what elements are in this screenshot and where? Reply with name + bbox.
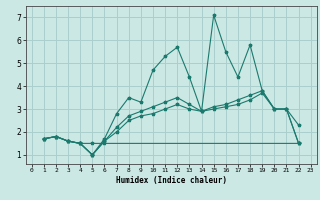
- X-axis label: Humidex (Indice chaleur): Humidex (Indice chaleur): [116, 176, 227, 185]
